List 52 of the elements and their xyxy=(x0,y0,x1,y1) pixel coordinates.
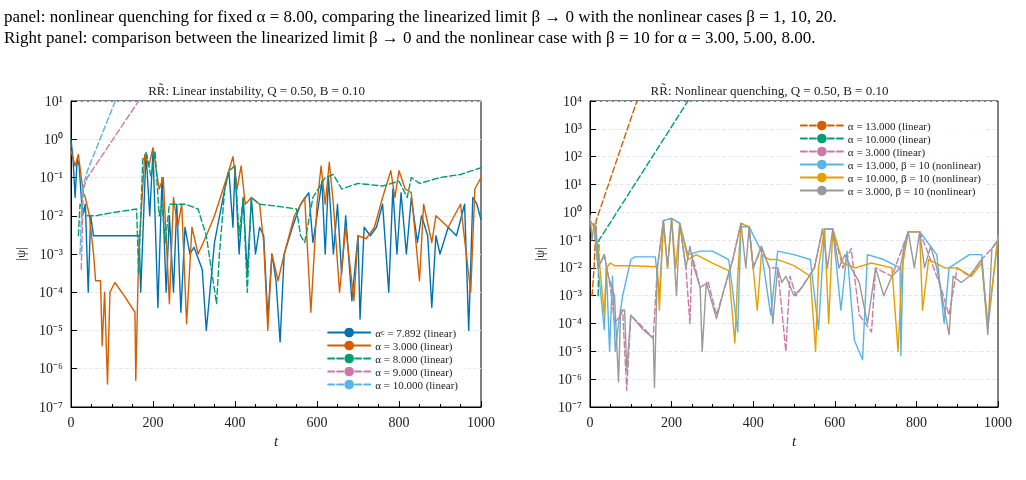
y-axis-title: |ψ| xyxy=(532,247,547,261)
y-tick-label: 10⁴ xyxy=(563,93,583,109)
y-axis-title: |ψ| xyxy=(13,247,28,261)
x-tick-label: 1000 xyxy=(467,414,495,430)
legend-label: α = 3.000, β = 10 (nonlinear) xyxy=(847,184,976,198)
y-tick-label: 10⁻² xyxy=(558,260,582,276)
x-tick-label: 200 xyxy=(661,414,683,430)
legend-label: α = 9.000 (linear) xyxy=(375,365,453,379)
y-tick-label: 10³ xyxy=(563,121,582,137)
y-tick-label: 10⁻⁷ xyxy=(39,399,64,415)
y-tick-label: 10⁰ xyxy=(44,131,63,147)
legend-label: α = 13.000 (linear) xyxy=(847,119,932,133)
y-tick-label: 10⁻¹ xyxy=(558,232,582,248)
x-tick-label: 600 xyxy=(306,414,328,430)
y-tick-label: 10² xyxy=(563,149,582,165)
y-tick-label: 10⁻⁶ xyxy=(558,371,583,387)
legend-label: α = 3.000 (linear) xyxy=(847,145,926,159)
y-tick-label: 10⁻⁵ xyxy=(558,343,583,359)
legend-label: α = 10.000 (linear) xyxy=(375,378,459,392)
y-tick-label: 10⁰ xyxy=(563,204,582,220)
x-tick-label: 400 xyxy=(224,414,246,430)
x-tick-label: 1000 xyxy=(984,414,1012,430)
y-tick-label: 10⁻³ xyxy=(39,246,63,262)
legend-label: α = 8.000 (linear) xyxy=(375,352,453,366)
chart-title: RR̃: Nonlinear quenching, Q = 0.50, B = 0.10 xyxy=(650,83,889,98)
y-tick-label: 10¹ xyxy=(44,93,63,109)
y-tick-label: 10⁻⁵ xyxy=(39,323,64,338)
x-tick-label: 0 xyxy=(67,414,75,430)
x-tick-label: 600 xyxy=(824,414,846,430)
x-tick-label: 800 xyxy=(388,414,410,430)
x-axis-title: t xyxy=(791,433,797,450)
legend-label: α = 10.000 (linear) xyxy=(847,132,932,146)
y-tick-label: 10⁻² xyxy=(39,208,63,224)
x-axis-title: t xyxy=(273,433,279,450)
chart-title: RR̃: Linear instability, Q = 0.50, B = 0.10 xyxy=(148,83,365,98)
y-tick-label: 10¹ xyxy=(563,176,582,192)
text: Right panel: comparison between the linearized limit β → 0 and the nonlinear case with β = 10 for α = 3.00, 5.00, 8.00. xyxy=(4,27,817,48)
legend-label: α = 10.000, β = 10 (nonlinear) xyxy=(847,171,982,185)
y-tick-label: 10⁻³ xyxy=(558,288,582,304)
y-tick-label: 10⁻⁷ xyxy=(558,399,583,415)
legend-label: α = 13.000, β = 10 (nonlinear) xyxy=(847,158,982,172)
legend-label: α = 3.000 (linear) xyxy=(375,339,453,353)
y-tick-label: 10⁻⁴ xyxy=(39,284,64,300)
y-tick-label: 10⁻¹ xyxy=(39,170,63,185)
x-tick-label: 0 xyxy=(586,414,594,430)
text: panel: nonlinear quenching for fixed α = 8.00, comparing the linearized limit β → 0 with the nonlinear cases β = 1, 10, 20. xyxy=(4,6,838,27)
y-tick-label: 10⁻⁴ xyxy=(558,316,583,332)
y-tick-label: 10⁻⁶ xyxy=(39,361,64,377)
x-tick-label: 400 xyxy=(742,414,764,430)
x-tick-label: 200 xyxy=(142,414,164,430)
x-tick-label: 800 xyxy=(905,414,927,430)
legend-label: αc = 7.892 (linear) xyxy=(375,326,457,340)
